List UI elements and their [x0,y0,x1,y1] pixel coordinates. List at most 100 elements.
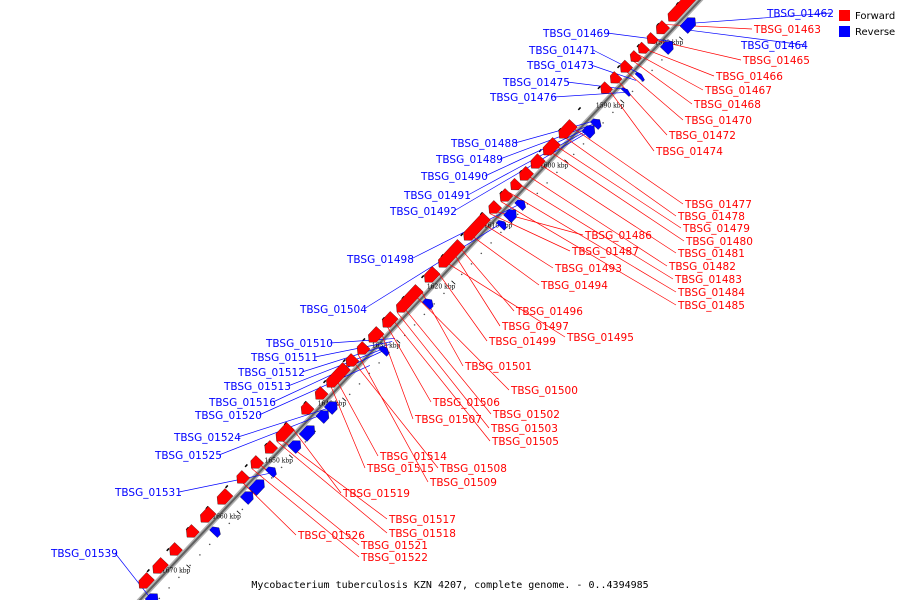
forward-gene-label: TBSG_01503 [490,423,558,435]
forward-gene-arrow [396,284,424,313]
forward-gene-arrow [200,506,217,523]
forward-gene-leader [385,324,432,403]
axis-dash [420,274,425,279]
forward-gene-label: TBSG_01465 [742,55,810,67]
reverse-gene-label: TBSG_01473 [526,60,594,72]
forward-gene-label: TBSG_01499 [488,336,556,348]
minor-tick [199,554,201,556]
minor-tick [602,122,604,124]
forward-gene-leader [623,69,684,121]
reverse-gene-label: TBSG_01476 [489,92,557,104]
forward-gene-label: TBSG_01494 [540,280,608,292]
forward-gene-leader [607,87,655,152]
forward-gene-label: TBSG_01497 [501,321,569,333]
forward-gene-arrow [610,71,623,84]
tick-label: 1610 kbp [484,222,513,229]
forward-gene-label: TBSG_01481 [677,248,745,260]
minor-tick [348,393,351,396]
forward-gene-label: TBSG_01501 [464,361,532,373]
forward-gene-arrow [463,212,491,241]
reverse-gene-arrow [659,41,674,55]
reverse-gene-leader [553,92,625,98]
forward-gene-leader [380,330,414,420]
forward-gene-label: TBSG_01463 [753,24,821,36]
minor-tick [304,441,307,443]
forward-gene-arrow [488,200,503,214]
axis-dash [616,64,621,69]
reverse-gene-arrow [620,87,631,97]
forward-gene-label: TBSG_01515 [366,463,434,475]
forward-gene-leader [500,201,677,306]
reverse-gene-label: TBSG_01520 [194,410,262,422]
reverse-gene-label: TBSG_01462 [766,8,834,20]
forward-gene-label: TBSG_01496 [515,306,583,318]
forward-gene-label: TBSG_01526 [297,530,365,542]
minor-tick [480,252,483,255]
axis-dash [322,379,327,384]
reverse-gene-arrow [679,17,696,34]
reverse-gene-arrow [315,410,330,424]
reverse-gene-leader [592,49,642,75]
forward-gene-leader [525,174,668,267]
axis-dash [342,358,346,363]
reverse-gene-leader [178,473,270,493]
forward-gene-arrow [169,542,183,556]
tick-mark [564,159,569,164]
forward-gene-leader [290,426,342,494]
forward-gene-label: TBSG_01518 [388,528,456,540]
forward-gene-label: TBSG_01484 [677,287,745,299]
forward-gene-label: TBSG_01521 [360,540,428,552]
reverse-gene-label: TBSG_01488 [450,138,518,150]
reverse-gene-arrow [265,466,277,478]
minor-tick [208,543,211,546]
forward-gene-arrow [382,311,399,328]
tick-label: 1660 kbp [212,513,241,520]
axis-dash [597,85,601,90]
reverse-gene-arrow [581,125,596,139]
forward-gene-arrow [300,401,315,415]
minor-tick [413,324,416,326]
reverse-gene-label: TBSG_01511 [250,352,318,364]
reverse-gene-arrow [634,72,645,82]
forward-gene-leader [335,378,379,457]
reverse-gene-label: TBSG_01492 [389,206,457,218]
forward-gene-leader [615,78,668,136]
forward-gene-arrow [530,153,546,169]
minor-tick [470,263,473,265]
minor-tick [189,564,191,567]
forward-gene-arrow [138,572,155,589]
gene-labels: TBSG_01462 TBSG_01464 TBSG_01469 TBSG_01471… [50,8,834,564]
reverse-gene-label: TBSG_01464 [740,40,808,52]
minor-tick [168,587,170,589]
forward-gene-arrow [326,362,351,388]
forward-gene-leader [402,306,492,415]
reverse-gene-label: TBSG_01525 [154,450,222,462]
tick-label: 1600 kbp [540,162,569,169]
reverse-gene-leader [329,338,396,344]
reverse-gene-label: TBSG_01513 [223,381,291,393]
forward-gene-arrow [510,177,523,191]
forward-gene-label: TBSG_01483 [674,274,742,286]
reverse-gene-leader [272,350,384,403]
reverse-gene-leader [689,12,832,24]
forward-gene-label: TBSG_01505 [491,436,559,448]
reverse-gene-label: TBSG_01498 [346,254,414,266]
forward-gene-label: TBSG_01509 [429,477,497,489]
reverse-gene-leader [683,29,806,46]
reverse-gene-label: TBSG_01504 [299,304,367,316]
forward-gene-label: TBSG_01478 [677,211,745,223]
forward-gene-arrow [424,266,441,283]
reverse-gene-label: TBSG_01510 [265,338,333,350]
forward-gene-leader [666,24,753,30]
forward-gene-leader [279,438,388,520]
forward-gene-label: TBSG_01470 [684,115,752,127]
forward-gene-arrow [667,0,697,22]
reverse-gene-label: TBSG_01531 [114,487,182,499]
minor-tick [556,171,558,174]
reverse-gene-label: TBSG_01471 [528,45,596,57]
reverse-gene-label: TBSG_01489 [435,154,503,166]
tick-label: 1620 kbp [427,283,456,290]
forward-gene-label: TBSG_01480 [685,236,753,248]
reverse-gene-label: TBSG_01516 [208,397,276,409]
forward-gene-label: TBSG_01477 [684,199,752,211]
